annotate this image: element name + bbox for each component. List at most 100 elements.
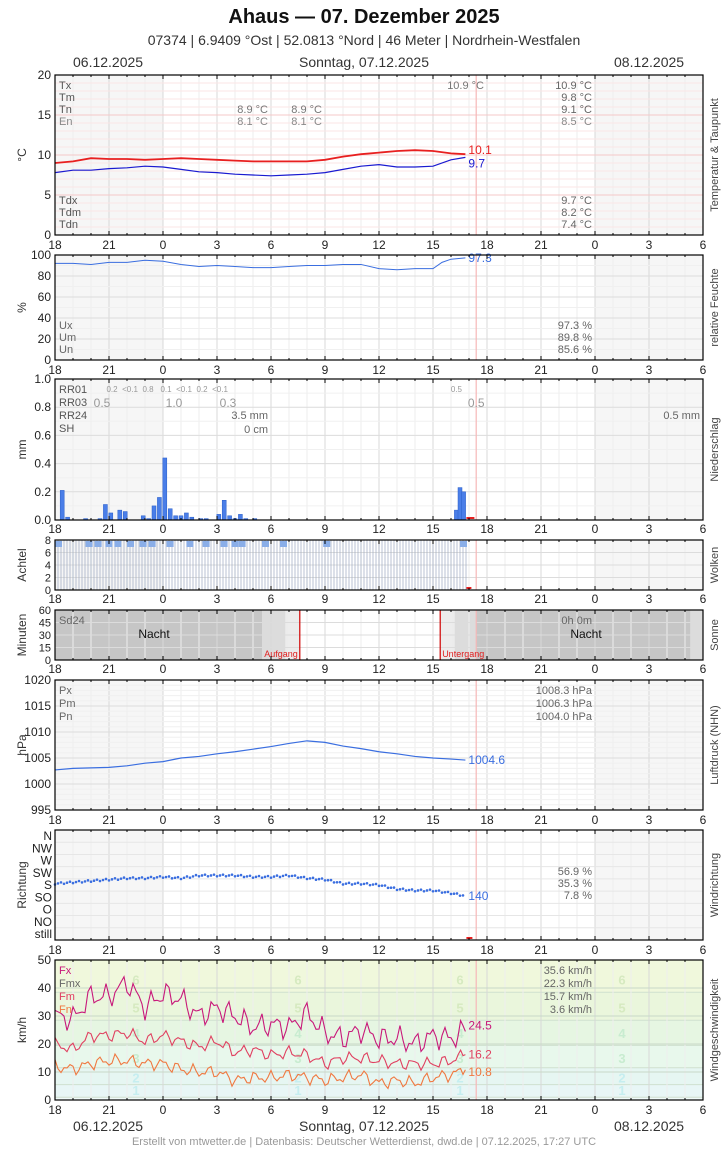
svg-text:15: 15 [38,108,52,122]
svg-text:18: 18 [48,238,62,252]
svg-text:9: 9 [322,813,329,827]
svg-text:4: 4 [618,1026,626,1041]
svg-text:relative Feuchte: relative Feuchte [709,268,721,346]
svg-text:8.2 °C: 8.2 °C [561,207,592,219]
precip-bar [167,508,173,521]
svg-text:97.3 %: 97.3 % [558,320,592,332]
svg-text:15: 15 [426,943,440,957]
svg-text:3: 3 [456,1051,463,1066]
svg-text:Um: Um [59,332,76,344]
svg-text:0.5: 0.5 [94,396,111,410]
svg-text:21: 21 [102,1103,116,1117]
svg-text:40: 40 [38,981,52,995]
precip-bar [173,515,178,521]
svg-text:3: 3 [646,363,653,377]
time-axis: 18 21 0 3 6 9 12 15 18 21 0 3 6 [48,363,706,377]
svg-text:21: 21 [534,662,548,676]
svg-text:Pm: Pm [59,698,76,710]
svg-text:Fx: Fx [59,965,72,977]
precip-bar [227,515,232,521]
svg-text:35.6 km/h: 35.6 km/h [544,965,592,977]
svg-text:7.4 °C: 7.4 °C [561,219,592,231]
svg-text:3.6 km/h: 3.6 km/h [550,1004,592,1016]
svg-text:2: 2 [132,1071,139,1086]
svg-text:18: 18 [48,943,62,957]
svg-text:N: N [43,829,52,843]
svg-text:3: 3 [214,238,221,252]
svg-text:5: 5 [44,188,51,202]
svg-text:21: 21 [534,813,548,827]
svg-text:100: 100 [31,248,51,262]
precip-bar [157,497,162,521]
svg-text:45: 45 [39,618,51,630]
precip-bar [151,505,157,521]
svg-text:Richtung: Richtung [15,861,29,908]
svg-text:1000: 1000 [24,777,51,791]
svg-text:6: 6 [700,813,707,827]
pressure-panel: 1004.6 Px 1008.3 hPa Pm 1006.3 hPa Pn 1004.0 h… [15,673,721,827]
svg-text:Sd24: Sd24 [59,615,85,627]
svg-text:35.3 %: 35.3 % [558,878,592,890]
svg-text:3: 3 [646,943,653,957]
svg-text:1: 1 [294,1083,301,1098]
svg-text:12: 12 [372,363,386,377]
svg-text:1.0: 1.0 [34,372,51,386]
svg-text:RR24: RR24 [59,410,87,422]
svg-text:9: 9 [322,592,329,606]
svg-text:En: En [59,116,72,128]
time-axis: 18 21 0 3 6 9 12 15 18 21 0 3 6 [48,662,706,676]
svg-text:4: 4 [132,1026,140,1041]
svg-text:6: 6 [700,238,707,252]
svg-text:3: 3 [646,1103,653,1117]
svg-text:6: 6 [45,548,51,560]
svg-text:18: 18 [480,943,494,957]
svg-text:0: 0 [592,943,599,957]
svg-text:18: 18 [48,1103,62,1117]
svg-text:9: 9 [322,238,329,252]
svg-text:22.3 km/h: 22.3 km/h [544,978,592,990]
luftdruck-line [54,740,466,771]
precip-bar [221,500,227,521]
svg-text:1: 1 [618,1083,625,1098]
svg-text:1015: 1015 [24,699,51,713]
svg-text:2: 2 [294,1071,301,1086]
svg-text:0: 0 [44,228,51,242]
svg-text:1: 1 [456,1083,463,1098]
date-center-bottom: Sonntag, 07.12.2025 [298,1118,429,1134]
svg-text:6: 6 [268,592,275,606]
svg-text:6: 6 [700,943,707,957]
svg-text:21: 21 [534,522,548,536]
svg-text:Fm: Fm [59,991,75,1003]
svg-text:1004.6: 1004.6 [468,753,505,767]
svg-text:6: 6 [268,662,275,676]
svg-text:6: 6 [456,973,463,988]
date-left-bottom: 06.12.2025 [73,1118,144,1134]
svg-text:5: 5 [294,1001,301,1016]
precip-bar [162,457,168,521]
svg-text:6: 6 [700,662,707,676]
date-right-top: 08.12.2025 [614,54,685,70]
svg-text:1004.0 hPa: 1004.0 hPa [536,711,593,723]
svg-text:0: 0 [160,662,167,676]
svg-text:50: 50 [38,953,52,967]
svg-text:60: 60 [39,605,51,617]
svg-text:6: 6 [700,522,707,536]
svg-text:18: 18 [480,813,494,827]
svg-text:15: 15 [426,238,440,252]
svg-text:4: 4 [456,1026,464,1041]
svg-text:15: 15 [39,643,51,655]
svg-text:6: 6 [268,363,275,377]
svg-text:15: 15 [426,662,440,676]
svg-text:15: 15 [426,1103,440,1117]
svg-text:0.4: 0.4 [34,457,51,471]
date-left-top: 06.12.2025 [73,54,144,70]
svg-text:9.8 °C: 9.8 °C [561,92,592,104]
svg-text:RR03: RR03 [59,397,87,409]
svg-text:NW: NW [32,841,53,855]
svg-text:10: 10 [38,1065,52,1079]
svg-text:2: 2 [618,1071,625,1086]
svg-text:0: 0 [160,238,167,252]
